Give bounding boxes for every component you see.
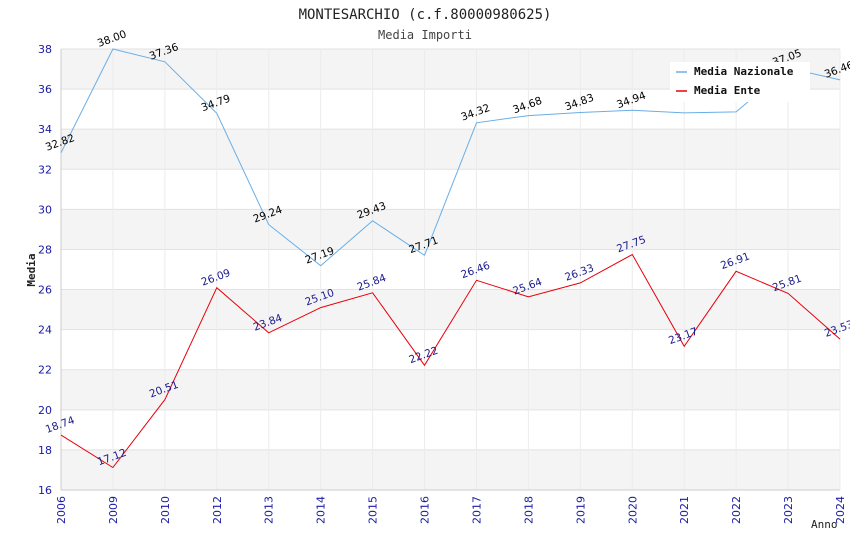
y-tick-label: 18 [38,444,52,457]
y-tick-label: 28 [38,243,52,256]
x-tick-label: 2020 [626,496,639,524]
plot-band [61,329,840,370]
y-axis-label: Media [25,253,38,286]
x-tick-label: 2013 [263,496,276,524]
y-tick-label: 16 [38,484,52,497]
plot-band [61,209,840,250]
plot-band [61,369,840,410]
x-tick-label: 2019 [574,496,587,524]
chart-subtitle: Media Importi [378,28,472,42]
y-tick-label: 22 [38,364,52,377]
legend: Media Nazionale Media Ente [670,62,810,102]
x-tick-labels: 2006 2009 2010 2012 2013 2014 2015 2016 2017 2018… [55,496,847,524]
y-tick-label: 26 [38,284,52,297]
plot-band [61,129,840,170]
series-line-media-nazionale [60,48,841,267]
y-tick-labels: 16 18 20 22 24 26 28 30 32 34 36 38 [38,43,52,497]
plot-band [61,409,840,450]
y-tick-label: 32 [38,163,52,176]
legend-box [670,62,810,102]
y-tick-label: 24 [38,324,52,337]
legend-label-media-nazionale: Media Nazionale [694,65,794,78]
x-tick-label: 2016 [419,496,432,524]
x-tick-label: 2024 [834,496,847,524]
data-label: 38.00 [96,28,128,50]
y-tick-label: 36 [38,83,52,96]
y-tick-label: 34 [38,123,52,136]
plot-band [61,249,840,290]
x-tick-label: 2018 [522,496,535,524]
plot-band [61,449,840,490]
x-tick-label: 2012 [211,496,224,524]
x-tick-label: 2015 [367,496,380,524]
x-tick-label: 2022 [730,496,743,524]
chart-title: MONTESARCHIO (c.f.80000980625) [299,7,552,23]
x-tick-label: 2006 [55,496,68,524]
y-tick-label: 20 [38,404,52,417]
x-tick-label: 2017 [470,496,483,524]
series-line-media-ente [60,253,841,469]
x-tick-label: 2014 [315,496,328,524]
series-group [60,48,841,469]
x-tick-label: 2010 [159,496,172,524]
x-tick-label: 2021 [678,496,691,524]
y-tick-label: 38 [38,43,52,56]
legend-label-media-ente: Media Ente [694,84,761,97]
x-axis-label: Anno [811,518,838,531]
x-tick-label: 2023 [782,496,795,524]
x-tick-label: 2009 [107,496,120,524]
y-tick-label: 30 [38,203,52,216]
